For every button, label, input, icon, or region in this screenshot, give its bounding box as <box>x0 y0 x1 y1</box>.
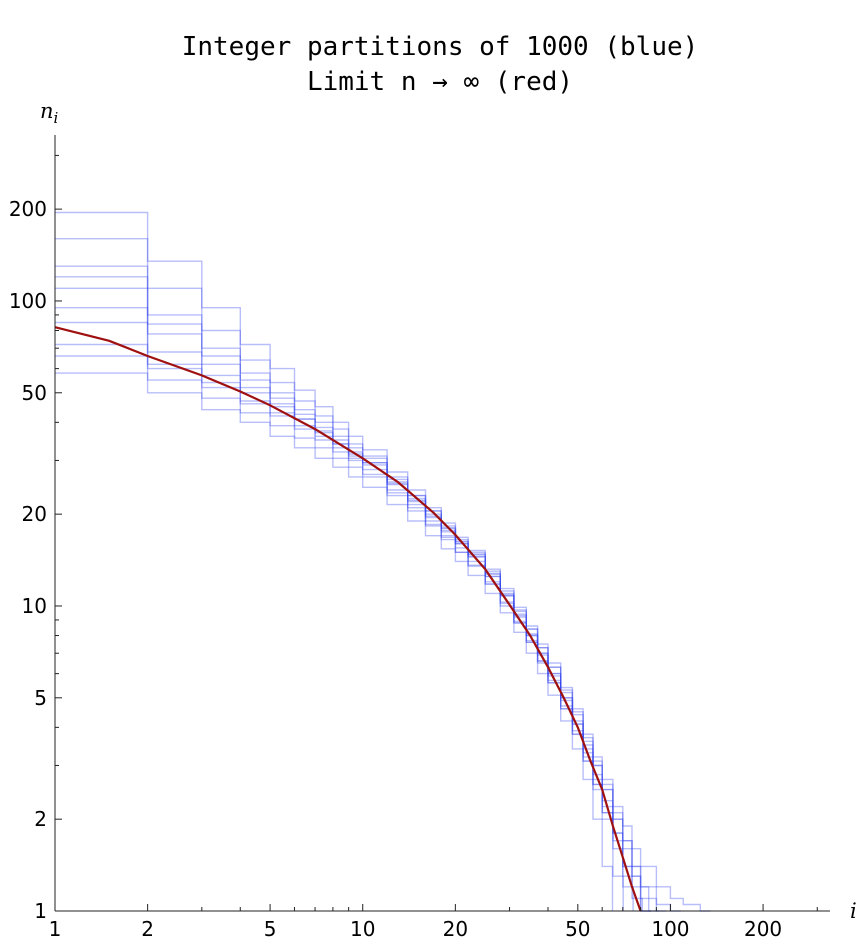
x-axis-ticks: 1 2 5 10 20 50 100 200 <box>49 904 818 940</box>
y-tick-label: 20 <box>22 502 47 526</box>
sample-partition-series <box>55 343 634 911</box>
y-tick-label: 10 <box>22 594 47 618</box>
sample-partition-series <box>55 355 651 912</box>
sample-partition-series <box>55 211 711 912</box>
x-tick-label: 2 <box>141 917 154 940</box>
y-tick-label: 50 <box>22 381 47 405</box>
sample-partition-series <box>55 238 681 912</box>
x-tick-label: 20 <box>443 917 468 940</box>
sample-partition-series <box>55 276 651 912</box>
limit-curve-group <box>54 326 642 912</box>
y-tick-label: 5 <box>34 686 47 710</box>
y-axis-ticks: 1 2 5 10 20 50 100 200 <box>9 154 62 923</box>
sample-partition-series <box>55 372 614 911</box>
y-tick-label: 1 <box>34 899 47 923</box>
x-tick-label: 5 <box>264 917 277 940</box>
sample-partition-series <box>55 307 659 912</box>
y-tick-label: 2 <box>34 807 47 831</box>
y-tick-label: 100 <box>9 289 47 313</box>
chart-title-line-1: Integer partitions of 1000 (blue) <box>182 32 699 62</box>
x-tick-label: 100 <box>651 917 689 940</box>
y-axis-label: ni <box>40 99 59 127</box>
y-axis-label-base: n <box>40 99 54 123</box>
y-axis-label-subscript: i <box>54 109 59 127</box>
chart-title-line-2: Limit n → ∞ (red) <box>307 67 573 97</box>
x-tick-label: 1 <box>49 917 62 940</box>
x-tick-label: 200 <box>744 917 782 940</box>
sample-partition-series <box>55 265 667 912</box>
x-axis-label: i <box>850 899 857 923</box>
x-tick-label: 10 <box>350 917 375 940</box>
limit-curve-line <box>54 326 642 912</box>
y-tick-label: 200 <box>9 197 47 221</box>
x-tick-label: 50 <box>565 917 590 940</box>
